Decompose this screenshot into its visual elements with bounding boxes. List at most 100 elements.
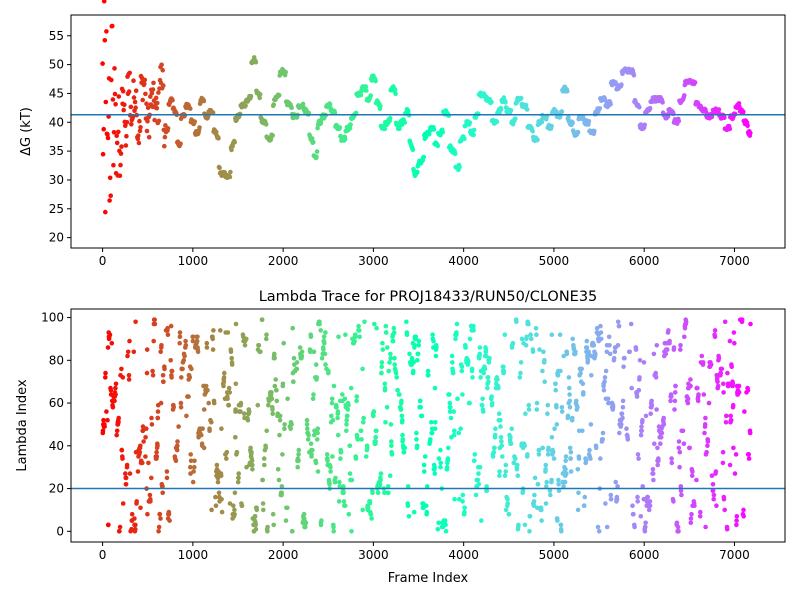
lambda-point [731, 445, 736, 451]
lambda-point [661, 415, 666, 421]
lambda-point [674, 520, 680, 526]
lambda-point [709, 473, 715, 479]
lambda-point [685, 396, 691, 402]
lambda-point [489, 394, 494, 399]
delta-g-point [151, 80, 156, 86]
delta-g-point [692, 80, 698, 85]
lambda-point [428, 437, 433, 442]
delta-g-point [131, 95, 137, 100]
lambda-point [459, 368, 465, 374]
lambda-point [549, 332, 555, 338]
lambda-point [337, 479, 342, 485]
lambda-point [509, 426, 514, 432]
lambda-point [393, 370, 399, 376]
lambda-point [331, 524, 336, 530]
delta-g-point [112, 66, 117, 71]
lambda-point [667, 338, 672, 344]
lambda-point [510, 340, 516, 346]
lambda-point [285, 396, 290, 402]
lambda-point [328, 464, 333, 470]
lambda-point [708, 362, 714, 367]
lambda-point [294, 360, 300, 365]
lambda-point [665, 347, 670, 352]
lambda-point [694, 477, 699, 483]
lambda-point [117, 524, 123, 530]
lambda-point [424, 503, 429, 509]
lambda-point [159, 343, 164, 348]
lambda-point [232, 511, 237, 517]
lambda-point [543, 501, 549, 506]
delta-g-point [530, 128, 535, 134]
delta-g-point [523, 102, 529, 108]
lambda-point [203, 383, 209, 389]
lambda-point [556, 482, 561, 487]
lambda-point [227, 390, 232, 395]
lambda-point [448, 405, 453, 410]
lambda-point [113, 392, 118, 397]
lambda-point [422, 469, 427, 474]
lambda-point [218, 328, 223, 333]
lambda-point [190, 479, 196, 485]
lambda-point [336, 499, 342, 504]
delta-g-point [137, 118, 142, 124]
lambda-point [207, 428, 212, 434]
lambda-point [477, 351, 483, 357]
lambda-point [680, 428, 686, 434]
lambda-x-tick-label: 0 [99, 548, 107, 562]
delta-g-point [392, 87, 398, 92]
lambda-point [265, 529, 270, 534]
lambda-point [447, 409, 453, 414]
lambda-point [296, 458, 301, 464]
lambda-point [593, 445, 599, 451]
delta-g-x-ticks: 0 1000 2000 3000 4000 5000 6000 7000 [99, 248, 750, 268]
lambda-point [567, 385, 572, 391]
lambda-point [315, 430, 320, 436]
lambda-y-tick-label: 40 [49, 439, 64, 453]
delta-g-point [178, 141, 183, 146]
lambda-point [373, 439, 378, 444]
lambda-point [543, 462, 549, 468]
lambda-point [195, 334, 200, 340]
delta-g-point [327, 102, 333, 107]
lambda-point [515, 462, 520, 468]
delta-g-point [101, 126, 106, 132]
lambda-point [343, 332, 348, 338]
lambda-point [421, 462, 427, 468]
lambda-point [678, 484, 684, 489]
delta-g-panel: 0 1000 2000 3000 4000 5000 6000 7000 20 25 30 35 40… [19, 0, 786, 268]
lambda-point [676, 439, 682, 444]
lambda-y-tick-label: 80 [49, 353, 64, 367]
lambda-point [713, 469, 719, 474]
lambda-point [215, 479, 221, 485]
delta-g-point [592, 128, 597, 134]
lambda-point [374, 428, 379, 434]
lambda-point [308, 441, 314, 447]
lambda-point [310, 447, 315, 453]
lambda-point [236, 475, 241, 481]
lambda-point [647, 503, 653, 509]
lambda-point [672, 390, 678, 395]
lambda-point [125, 349, 131, 355]
lambda-point [640, 417, 645, 423]
lambda-point [703, 415, 708, 421]
lambda-point [274, 387, 279, 393]
lambda-point [305, 426, 310, 432]
delta-g-point [393, 91, 398, 96]
delta-g-point [741, 109, 746, 114]
lambda-point [552, 426, 557, 432]
lambda-point [414, 430, 419, 436]
lambda-point [301, 511, 307, 517]
lambda-point [132, 516, 137, 521]
lambda-point [204, 340, 210, 346]
lambda-point [324, 452, 330, 457]
lambda-point [361, 415, 366, 421]
lambda-point [542, 358, 547, 363]
lambda-point [716, 355, 722, 361]
lambda-point [221, 383, 226, 389]
lambda-point [169, 368, 175, 374]
delta-g-y-tick-label: 20 [49, 231, 64, 245]
lambda-point [726, 381, 732, 387]
lambda-point [679, 492, 684, 498]
lambda-point [124, 462, 130, 468]
delta-g-point [467, 120, 473, 125]
